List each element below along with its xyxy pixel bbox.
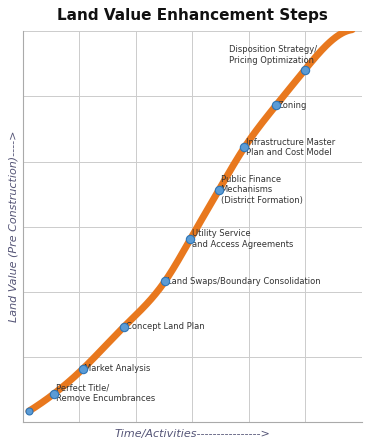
Text: Market Analysis: Market Analysis [84, 364, 151, 374]
Text: Disposition Strategy/
Pricing Optimization: Disposition Strategy/ Pricing Optimizati… [229, 46, 317, 65]
Y-axis label: Land Value (Pre Construction)---->: Land Value (Pre Construction)----> [9, 131, 18, 322]
Text: Utility Service
and Access Agreements: Utility Service and Access Agreements [192, 229, 293, 249]
Title: Land Value Enhancement Steps: Land Value Enhancement Steps [57, 8, 327, 23]
Text: Public Finance
Mechanisms
(District Formation): Public Finance Mechanisms (District Form… [221, 175, 303, 205]
Text: Land Swaps/Boundary Consolidation: Land Swaps/Boundary Consolidation [167, 277, 320, 286]
Text: Concept Land Plan: Concept Land Plan [125, 322, 204, 331]
Text: Zoning: Zoning [278, 101, 307, 110]
Text: Infrastructure Master
Plan and Cost Model: Infrastructure Master Plan and Cost Mode… [246, 138, 335, 157]
X-axis label: Time/Activities---------------->: Time/Activities----------------> [114, 429, 270, 439]
Text: Perfect Title/
Remove Encumbrances: Perfect Title/ Remove Encumbrances [56, 384, 155, 403]
